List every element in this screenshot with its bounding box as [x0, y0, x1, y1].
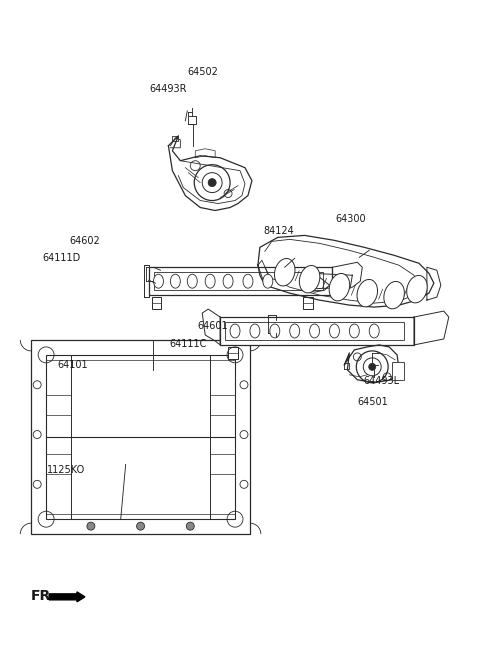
Ellipse shape — [357, 280, 377, 307]
Text: 64300: 64300 — [336, 214, 366, 224]
Text: 64101: 64101 — [58, 360, 88, 370]
Text: FR.: FR. — [31, 590, 57, 603]
FancyArrow shape — [49, 592, 85, 602]
Ellipse shape — [275, 259, 295, 286]
Text: 64602: 64602 — [69, 236, 100, 246]
Ellipse shape — [369, 324, 379, 338]
Circle shape — [369, 364, 376, 370]
Bar — [46, 355, 235, 519]
Polygon shape — [258, 260, 268, 285]
Bar — [392, 362, 404, 380]
Polygon shape — [344, 345, 399, 383]
Ellipse shape — [384, 282, 404, 309]
Ellipse shape — [230, 324, 240, 338]
Polygon shape — [427, 267, 441, 300]
Ellipse shape — [154, 274, 164, 288]
Text: 64493R: 64493R — [149, 84, 187, 94]
Text: 84124: 84124 — [263, 226, 294, 236]
Polygon shape — [172, 136, 179, 141]
Ellipse shape — [349, 324, 360, 338]
Circle shape — [137, 522, 144, 530]
Bar — [31, 340, 250, 534]
Bar — [302, 297, 312, 309]
Polygon shape — [333, 262, 362, 295]
Ellipse shape — [300, 265, 320, 293]
Ellipse shape — [243, 274, 253, 288]
Ellipse shape — [270, 324, 280, 338]
Bar — [148, 267, 333, 295]
Ellipse shape — [170, 274, 180, 288]
Ellipse shape — [310, 324, 320, 338]
Ellipse shape — [250, 324, 260, 338]
Circle shape — [186, 522, 194, 530]
Polygon shape — [144, 265, 148, 297]
Text: 64501: 64501 — [358, 397, 388, 407]
Ellipse shape — [329, 324, 339, 338]
Bar — [225, 322, 404, 340]
Polygon shape — [305, 273, 352, 292]
Bar — [220, 317, 414, 345]
Ellipse shape — [290, 324, 300, 338]
Ellipse shape — [263, 274, 273, 288]
Circle shape — [208, 179, 216, 187]
Text: 64111C: 64111C — [170, 339, 207, 350]
Ellipse shape — [223, 274, 233, 288]
Bar — [154, 272, 323, 290]
Polygon shape — [414, 311, 449, 345]
Ellipse shape — [187, 274, 197, 288]
Polygon shape — [195, 149, 215, 158]
Bar — [228, 347, 238, 359]
Ellipse shape — [407, 276, 427, 303]
Polygon shape — [202, 309, 220, 345]
Text: 64601: 64601 — [197, 321, 228, 331]
Text: 64493L: 64493L — [363, 376, 399, 386]
Polygon shape — [168, 136, 252, 210]
Text: 1125KO: 1125KO — [47, 464, 85, 475]
Ellipse shape — [329, 273, 349, 301]
Polygon shape — [258, 235, 434, 307]
Circle shape — [87, 522, 95, 530]
Bar — [152, 297, 161, 309]
Text: 64111D: 64111D — [42, 253, 80, 263]
Polygon shape — [344, 363, 349, 369]
Ellipse shape — [205, 274, 215, 288]
Text: 64502: 64502 — [188, 67, 218, 77]
